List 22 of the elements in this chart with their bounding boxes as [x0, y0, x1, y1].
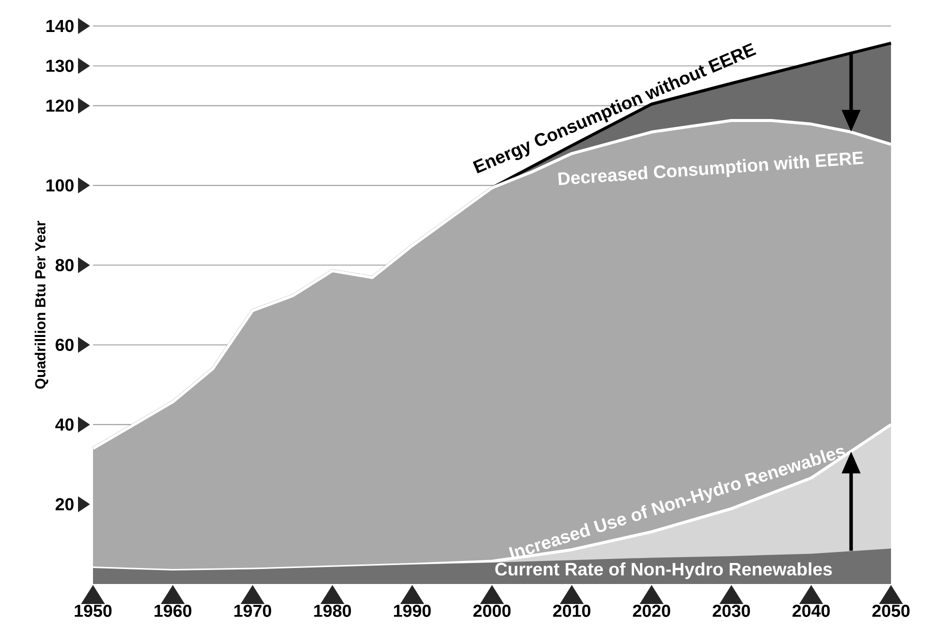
- x-tick-label: 1990: [394, 604, 431, 617]
- x-tick-label: 1950: [74, 604, 112, 617]
- x-tick-label: 2050: [872, 604, 910, 617]
- x-tick-label: 2020: [632, 604, 670, 617]
- x-tick-label: 1970: [234, 604, 272, 617]
- y-tick-label: 20: [56, 498, 74, 510]
- series-label: Current Rate of Non-Hydro Renewables: [495, 562, 832, 580]
- x-tick-label: 1980: [314, 604, 351, 617]
- series-label: Decreased Consumption with EERE: [558, 151, 864, 186]
- y-axis-title: Quadrillion Btu Per Year: [34, 220, 48, 389]
- y-tick-label: 60: [56, 338, 74, 351]
- y-tick-label: 120: [46, 100, 74, 112]
- y-tick-label: 80: [56, 259, 74, 272]
- x-tick-label: 2010: [553, 604, 590, 617]
- y-tick-label: 130: [46, 60, 74, 72]
- y-tick-label: 100: [46, 179, 74, 192]
- y-tick-label: 140: [46, 20, 74, 32]
- y-tick-label: 40: [55, 418, 74, 431]
- x-tick-label: 2000: [473, 604, 511, 617]
- x-tick-label: 2030: [712, 604, 750, 617]
- x-tick-label: 1960: [154, 604, 192, 617]
- x-tick-label: 2040: [792, 604, 830, 617]
